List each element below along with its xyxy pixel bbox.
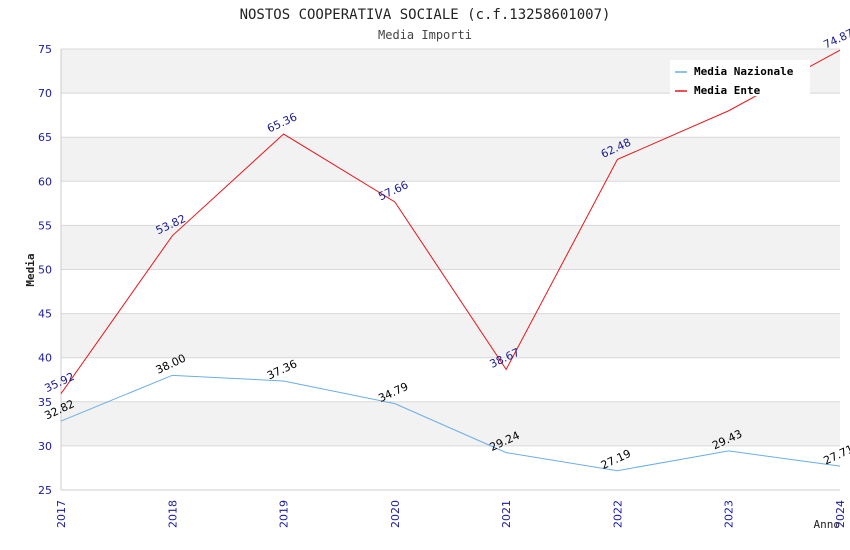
data-label: 34.79 <box>376 380 410 405</box>
y-tick-label: 65 <box>38 131 52 144</box>
x-tick-label: 2018 <box>166 500 179 528</box>
series-lines <box>60 49 841 472</box>
plot-band <box>61 137 840 182</box>
x-tick-label: 2017 <box>55 500 68 528</box>
grid-lines <box>61 48 840 491</box>
y-tick-label: 40 <box>38 352 52 365</box>
plot-band <box>61 313 840 358</box>
x-tick-label: 2023 <box>723 500 736 528</box>
y-tick-label: 45 <box>38 308 52 321</box>
y-tick-label: 35 <box>38 396 52 409</box>
plot-band <box>61 225 840 270</box>
legend-box <box>670 60 810 96</box>
x-tick-label: 2024 <box>834 500 847 528</box>
y-tick-label: 50 <box>38 264 52 277</box>
data-label: 27.19 <box>599 447 633 472</box>
x-tick-label: 2019 <box>278 500 291 528</box>
y-tick-label: 55 <box>38 219 52 232</box>
y-tick-label: 60 <box>38 175 52 188</box>
y-tick-label: 25 <box>38 484 52 497</box>
x-tick-labels: 2017 2018 2019 2020 2021 2022 2023 2024 <box>55 500 847 528</box>
y-tick-labels: 25 30 35 40 45 50 55 60 65 70 75 <box>38 43 52 497</box>
data-label: 37.36 <box>265 357 299 382</box>
plot-band <box>61 401 840 446</box>
axes <box>60 49 840 491</box>
legend-label-nazionale: Media Nazionale <box>694 65 794 78</box>
x-axis-label: Anno <box>814 518 841 531</box>
x-tick-label: 2020 <box>389 500 402 528</box>
data-label: 65.36 <box>265 110 299 135</box>
x-tick-label: 2021 <box>500 500 513 528</box>
plot-bands <box>61 49 840 446</box>
data-label: 57.66 <box>376 178 410 203</box>
legend: Media Nazionale Media Ente <box>670 60 810 97</box>
y-tick-label: 30 <box>38 440 52 453</box>
series-line-ente <box>60 49 841 394</box>
chart-title: NOSTOS COOPERATIVA SOCIALE (c.f.13258601… <box>240 7 611 23</box>
chart-subtitle: Media Importi <box>378 28 472 42</box>
series-line-nazionale <box>60 374 841 472</box>
y-axis-label: Media <box>24 253 37 286</box>
x-tick-label: 2022 <box>611 500 624 528</box>
legend-label-ente: Media Ente <box>694 84 761 97</box>
data-label: 74.87 <box>821 26 850 51</box>
data-label: 35.92 <box>42 370 76 395</box>
y-tick-label: 75 <box>38 43 52 56</box>
y-tick-label: 70 <box>38 87 52 100</box>
